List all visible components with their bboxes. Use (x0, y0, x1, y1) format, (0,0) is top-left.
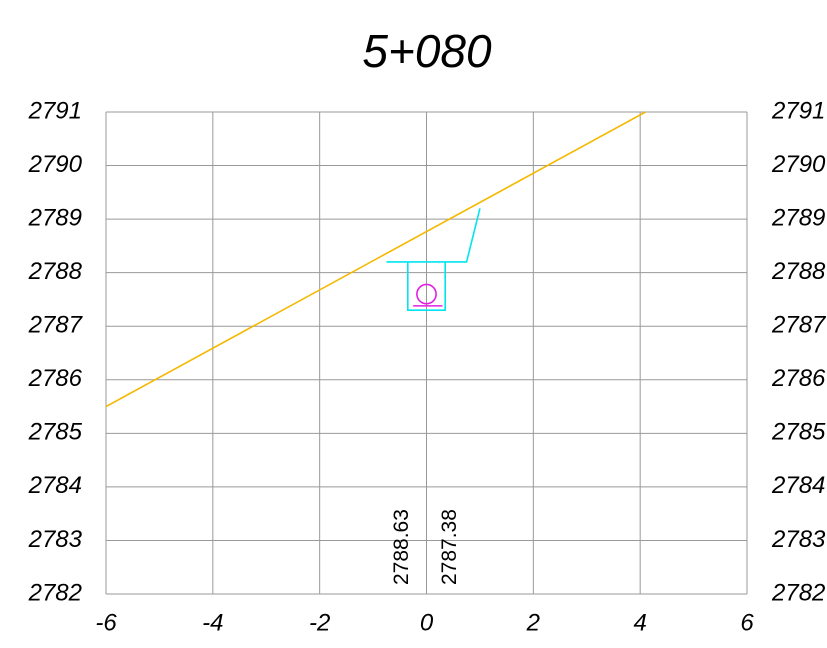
series-line (386, 208, 481, 263)
y2-tick-label: 2785 (771, 419, 826, 446)
y2-tick-label: 2782 (771, 579, 825, 606)
y2-tick-label: 2789 (771, 204, 825, 231)
y2-tick-label: 2790 (771, 151, 826, 178)
annotation: 2787.38 (438, 509, 461, 585)
y-tick-label: 2787 (28, 312, 84, 339)
chart-title: 5+080 (362, 25, 492, 77)
x-tick-label: 6 (740, 609, 754, 636)
annotation: 2788.63 (390, 509, 413, 585)
y-tick-label: 2786 (28, 365, 83, 392)
y-tick-label: 2784 (28, 472, 82, 499)
x-tick-label: -2 (309, 609, 330, 636)
x-tick-label: -6 (95, 609, 117, 636)
y-tick-label: 2783 (28, 526, 83, 553)
y-tick-label: 2788 (28, 258, 83, 285)
y2-tick-label: 2787 (771, 312, 827, 339)
x-tick-label: 4 (633, 609, 646, 636)
pipe (416, 283, 437, 305)
y2-tick-label: 2791 (771, 97, 825, 124)
y2-tick-label: 2784 (771, 472, 825, 499)
x-tick-label: -4 (202, 609, 223, 636)
x-tick-label: 0 (420, 609, 434, 636)
y2-tick-label: 2783 (771, 526, 826, 553)
y-tick-label: 2791 (28, 97, 82, 124)
y-tick-label: 2782 (28, 579, 82, 606)
series-line (407, 261, 446, 311)
y-tick-label: 2785 (28, 419, 83, 446)
y-tick-label: 2790 (28, 151, 83, 178)
y-tick-label: 2789 (28, 204, 82, 231)
y2-tick-label: 2786 (771, 365, 826, 392)
series-line (105, 111, 646, 408)
y2-tick-label: 2788 (771, 258, 826, 285)
x-tick-label: 2 (526, 609, 540, 636)
